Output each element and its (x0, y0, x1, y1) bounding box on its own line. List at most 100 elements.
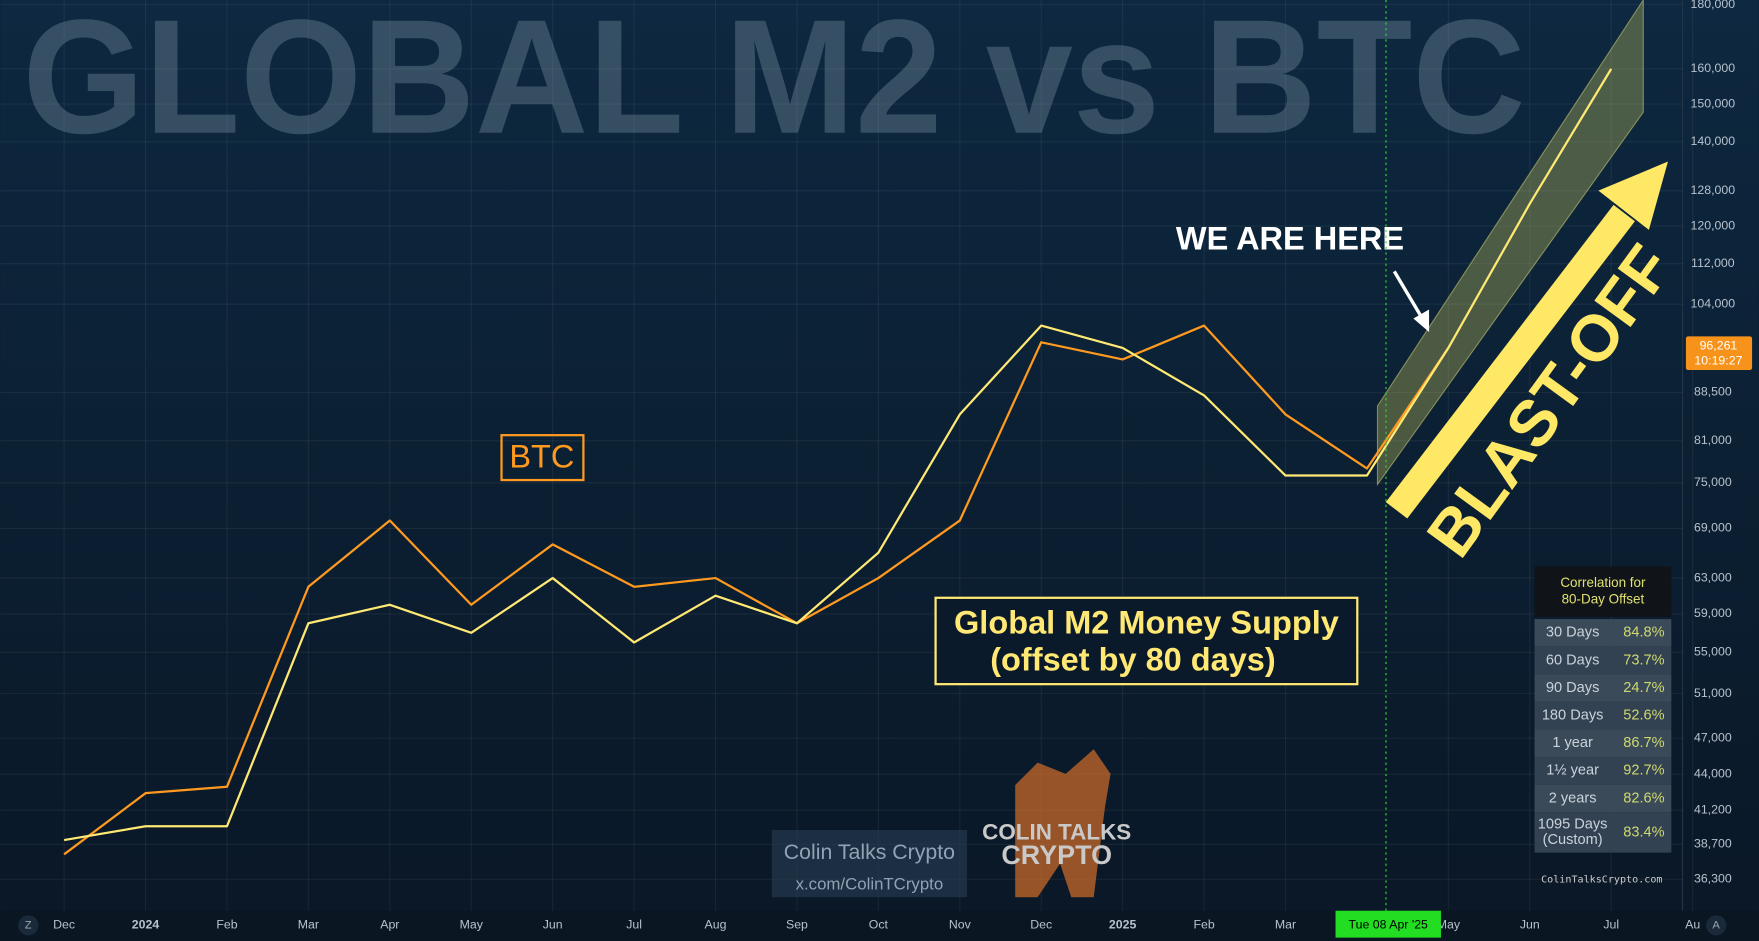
x-tick-label: 2025 (1109, 918, 1137, 932)
table-row-bg (1534, 619, 1672, 647)
y-tick-label: 180,000 (1691, 0, 1736, 11)
x-tick-label: Mar (298, 918, 319, 932)
countdown-label: 10:19:27 (1694, 353, 1742, 367)
y-tick-label: 112,000 (1691, 256, 1735, 270)
y-tick-label: 104,000 (1691, 296, 1736, 310)
y-tick-label: 140,000 (1691, 134, 1736, 148)
y-tick-label: 120,000 (1691, 218, 1736, 232)
x-tick-label: Jul (626, 918, 642, 932)
m2-label-sub: (offset by 80 days) (990, 641, 1276, 677)
y-tick-label: 128,000 (1691, 183, 1736, 197)
y-tick-label: 59,000 (1694, 606, 1732, 620)
x-tick-label: Jun (1520, 918, 1540, 932)
table-row-bg (1534, 646, 1672, 675)
btc-label-box (500, 434, 585, 482)
here-arrow-head (1413, 309, 1430, 332)
logo-line1: COLIN TALKS (982, 819, 1131, 844)
x-tick-label: Jul (1603, 918, 1619, 932)
table-row-label: 60 Days (1546, 652, 1599, 668)
y-tick-label: 88,500 (1694, 385, 1732, 399)
logo-line2: CRYPTO (1001, 840, 1112, 870)
blast-arrow-shaft (1385, 204, 1635, 519)
table-row-bg (1534, 784, 1672, 813)
x-tick-label: Apr (380, 918, 399, 932)
crosshair-label-box (1335, 910, 1441, 938)
m2-label-box (934, 596, 1359, 686)
y-tick-label: 160,000 (1691, 61, 1736, 75)
table-row-value: 86.7% (1623, 735, 1664, 751)
z-label[interactable]: Z (25, 919, 32, 931)
table-row-value: 92.7% (1623, 763, 1664, 779)
y-tick-label: 47,000 (1694, 730, 1732, 744)
x-tick-label: Feb (1193, 918, 1214, 932)
btc-label: BTC (509, 438, 574, 474)
y-tick-label: 63,000 (1694, 570, 1732, 584)
brand-name: Colin Talks Crypto (784, 840, 955, 864)
table-row-label: 1 year (1552, 735, 1593, 751)
y-tick-label: 38,700 (1694, 837, 1732, 851)
a-label[interactable]: A (1712, 919, 1720, 931)
z-button[interactable] (18, 915, 39, 936)
y-tick-label: 81,000 (1694, 433, 1732, 447)
y-tick-label: 36,300 (1694, 872, 1732, 886)
table-row-label: (Custom) (1543, 832, 1603, 848)
y-tick-label: 41,200 (1694, 802, 1732, 816)
series-line (63, 324, 1450, 856)
table-header-box (1534, 566, 1672, 617)
x-tick-label: Jun (543, 918, 563, 932)
crosshair-label: Tue 08 Apr '25 (1349, 918, 1428, 932)
lines (63, 68, 1613, 856)
table-row-value: 73.7% (1623, 652, 1664, 668)
table-row-label: 30 Days (1546, 625, 1599, 641)
table-row-label: 180 Days (1542, 708, 1604, 724)
table-row-value: 82.6% (1623, 790, 1664, 806)
m2-label: Global M2 Money Supply (954, 604, 1339, 640)
table-title: Correlation for (1560, 575, 1646, 590)
x-tick-label: Mar (1275, 918, 1296, 932)
a-button[interactable] (1706, 915, 1727, 936)
table-row-value: 52.6% (1623, 708, 1664, 724)
table-row-bg (1534, 812, 1672, 853)
x-tick-label: May (1437, 918, 1461, 932)
table-row-value: 24.7% (1623, 680, 1664, 696)
table-row-bg (1534, 729, 1672, 758)
table-row-bg (1534, 674, 1672, 702)
last-price-box (1685, 336, 1753, 371)
axes: 36,300 38,700 41,200 44,000 47,000 51,000 55,0… (53, 0, 1753, 938)
grid (0, 0, 1694, 911)
table-row-label: 1½ year (1546, 763, 1599, 779)
y-tick-label: 69,000 (1694, 521, 1732, 535)
here-arrow (1392, 270, 1424, 320)
last-price-label: 96,261 (1700, 339, 1738, 353)
blast-arrow-head (1598, 161, 1668, 230)
table-row-label: 2 years (1549, 790, 1597, 806)
table-row-value: 84.8% (1623, 625, 1664, 641)
x-tick-label: May (460, 918, 484, 932)
logo-bull (1015, 749, 1111, 898)
x-tick-label: Dec (1030, 918, 1052, 932)
table-row-label: 90 Days (1546, 680, 1599, 696)
x-tick-label: Nov (949, 918, 972, 932)
table-row-bg (1534, 757, 1672, 785)
series-line (63, 68, 1613, 842)
table-title: 80-Day Offset (1562, 592, 1645, 607)
x-tick-label: Au (1685, 918, 1700, 932)
x-axis-band (0, 910, 1759, 941)
correlation-table: Correlation for 80-Day Offset 30 Days 84.8%… (1534, 566, 1672, 853)
y-tick-label: 150,000 (1691, 96, 1736, 110)
x-tick-label: Dec (53, 918, 75, 932)
y-tick-label: 51,000 (1694, 686, 1732, 700)
y-tick-label: 75,000 (1694, 475, 1732, 489)
watermark-title: GLOBAL M2 vs BTC (23, 0, 1526, 168)
table-row-value: 83.4% (1623, 824, 1664, 840)
we-are-here-label: WE ARE HERE (1176, 221, 1404, 257)
site-label: ColinTalksCrypto.com (1541, 874, 1662, 885)
y-tick-label: 44,000 (1694, 766, 1732, 780)
x-tick-label: Feb (216, 918, 237, 932)
table-row-bg (1534, 701, 1672, 730)
x-tick-label: Sep (786, 918, 808, 932)
table-row-label: 1095 Days (1538, 816, 1608, 832)
